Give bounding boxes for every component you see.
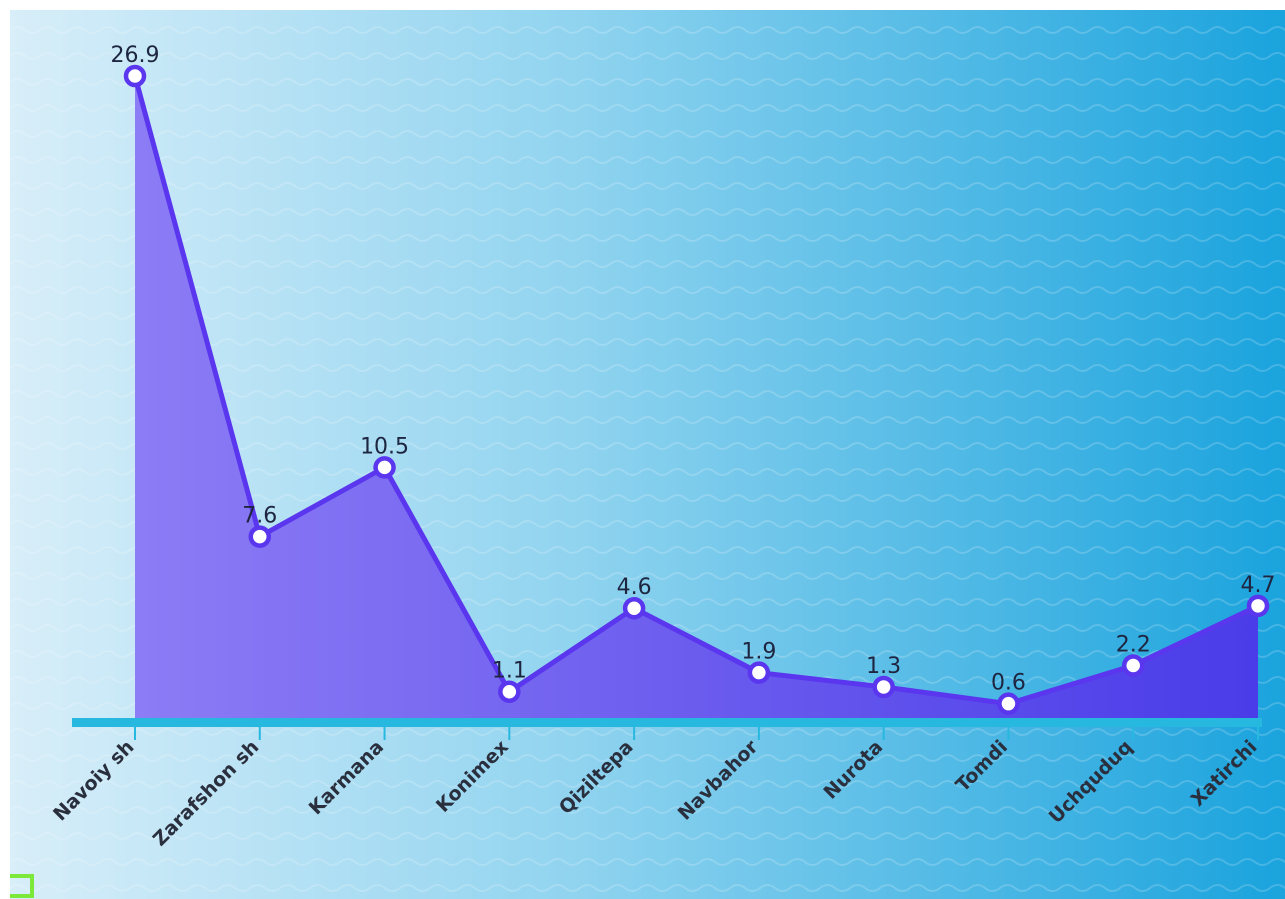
value-label-0: 26.9: [111, 43, 160, 68]
data-point-8[interactable]: [1121, 654, 1145, 677]
data-point-7[interactable]: [997, 692, 1020, 715]
series-line: [132, 75, 1260, 707]
data-point-0[interactable]: [123, 64, 147, 88]
value-label-4: 4.6: [617, 575, 652, 600]
data-point-5[interactable]: [747, 661, 771, 684]
area-fill: [135, 76, 1258, 718]
value-label-6: 1.3: [866, 654, 901, 679]
value-label-2: 10.5: [360, 434, 409, 459]
x-axis-line: [72, 718, 1262, 727]
value-label-7: 0.6: [991, 671, 1026, 696]
value-label-1: 7.6: [242, 504, 277, 529]
data-point-1[interactable]: [248, 525, 272, 548]
data-point-6[interactable]: [872, 675, 895, 699]
value-label-5: 1.9: [741, 640, 776, 665]
value-label-3: 1.1: [492, 659, 527, 684]
data-point-4[interactable]: [622, 596, 646, 620]
data-point-9[interactable]: [1246, 594, 1270, 618]
corner-bracket-icon: [10, 874, 34, 898]
value-label-8: 2.2: [1116, 632, 1151, 657]
value-label-9: 4.7: [1241, 573, 1276, 598]
data-point-2[interactable]: [373, 456, 396, 479]
data-point-3[interactable]: [498, 680, 521, 703]
